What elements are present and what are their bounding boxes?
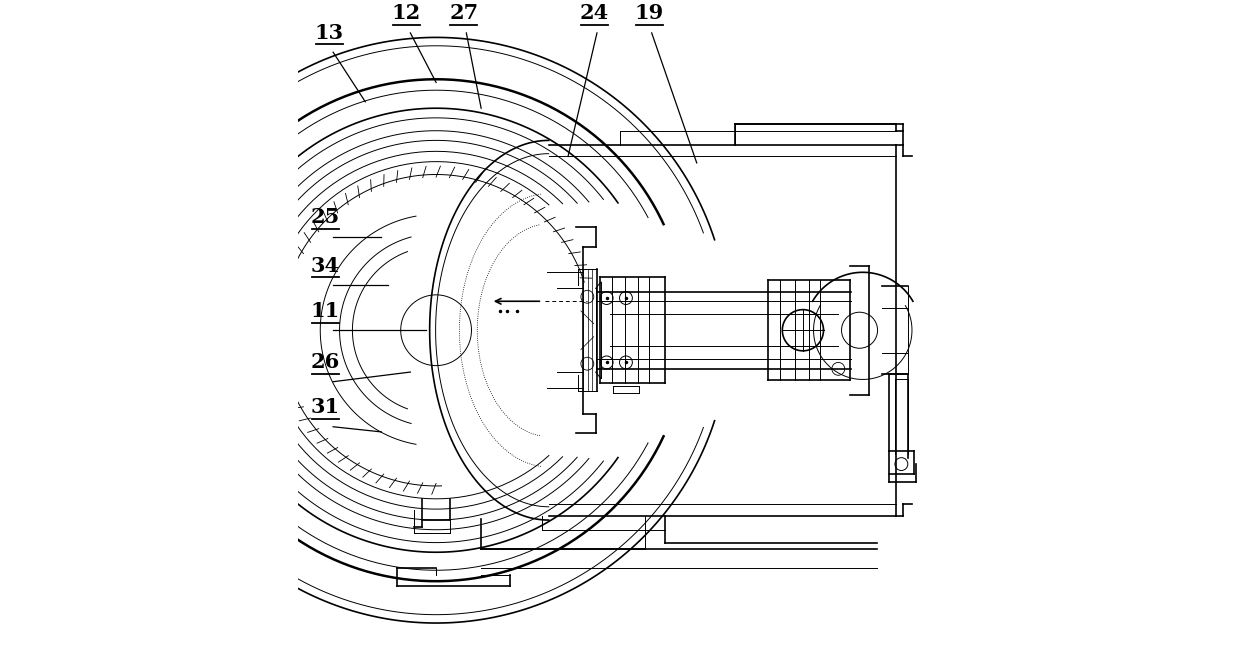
Text: 13: 13 [315,23,344,42]
Text: 24: 24 [580,3,610,23]
Text: 26: 26 [311,352,339,372]
Text: 25: 25 [311,207,339,228]
Text: 19: 19 [634,3,664,23]
Text: 12: 12 [392,3,421,23]
Text: 27: 27 [450,3,478,23]
Text: 31: 31 [311,397,339,417]
Text: 11: 11 [311,301,339,321]
Text: 34: 34 [311,256,339,276]
